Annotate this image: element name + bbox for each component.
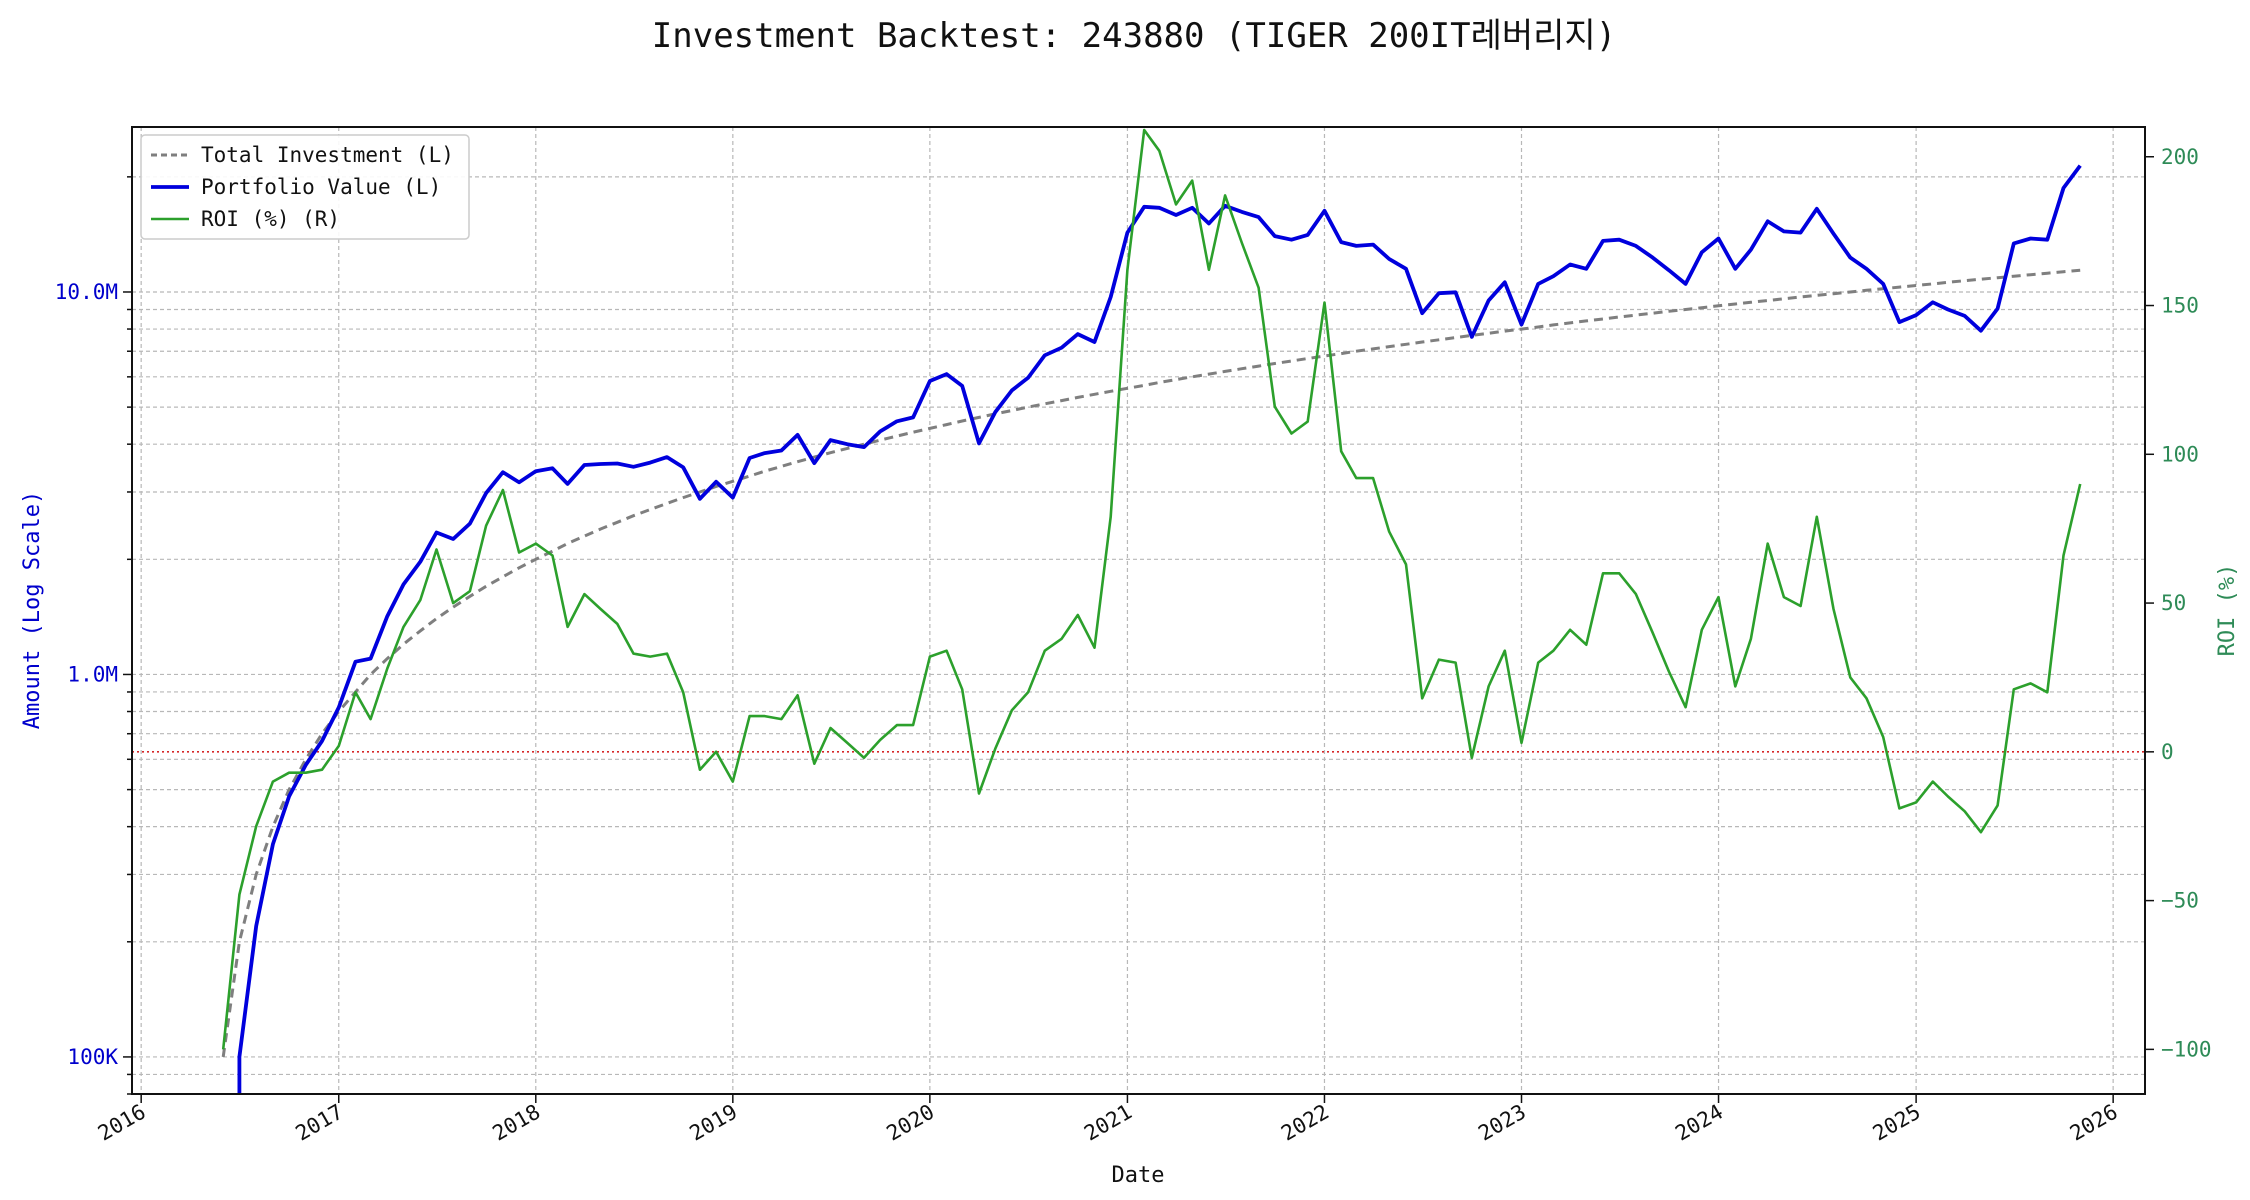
left-axis-label: Amount (Log Scale) xyxy=(20,491,45,729)
right-tick-label: −100 xyxy=(2161,1037,2212,1061)
left-tick-label: 100K xyxy=(67,1045,118,1069)
x-axis-label: Date xyxy=(1112,1163,1165,1188)
right-tick-label: 200 xyxy=(2161,145,2199,169)
right-tick-label: 100 xyxy=(2161,442,2199,466)
right-tick-label: 50 xyxy=(2161,591,2186,615)
roi-line xyxy=(221,128,2082,1050)
legend: Total Investment (L) Portfolio Value (L) R… xyxy=(140,134,470,240)
left-axis: 100K 1.0M 10.0M xyxy=(55,176,132,1095)
plot-frame xyxy=(131,126,2146,1095)
right-axis: −100 −50 0 50 100 150 200 xyxy=(2145,145,2212,1061)
left-tick-label: 1.0M xyxy=(67,662,118,686)
right-tick-label: 0 xyxy=(2161,740,2174,764)
right-tick-label: −50 xyxy=(2161,889,2199,913)
right-tick-label: 150 xyxy=(2161,294,2199,318)
legend-box xyxy=(140,134,470,240)
legend-label: Portfolio Value (L) xyxy=(201,175,441,199)
grid xyxy=(132,127,2145,1095)
left-tick-label: 10.0M xyxy=(55,280,118,304)
legend-label: ROI (%) (R) xyxy=(201,207,340,231)
portfolio-value-line xyxy=(237,164,2082,1094)
total-investment-line xyxy=(221,268,2081,1058)
right-axis-label: ROI (%) xyxy=(2215,564,2240,657)
plot-series xyxy=(221,128,2082,1094)
legend-label: Total Investment (L) xyxy=(201,143,454,167)
chart-title: Investment Backtest: 243880 (TIGER 200IT… xyxy=(652,16,1616,56)
